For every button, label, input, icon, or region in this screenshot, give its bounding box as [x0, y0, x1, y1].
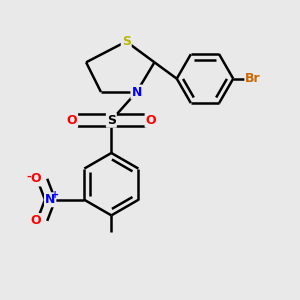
Text: O: O: [31, 214, 41, 227]
Text: O: O: [31, 172, 41, 185]
Text: N: N: [45, 193, 55, 206]
Text: O: O: [146, 114, 156, 127]
Text: O: O: [67, 114, 77, 127]
Text: Br: Br: [245, 72, 261, 85]
Text: S: S: [107, 114, 116, 127]
Text: N: N: [131, 85, 142, 98]
Text: -: -: [27, 172, 32, 182]
Text: +: +: [51, 190, 59, 200]
Text: S: S: [122, 35, 131, 48]
